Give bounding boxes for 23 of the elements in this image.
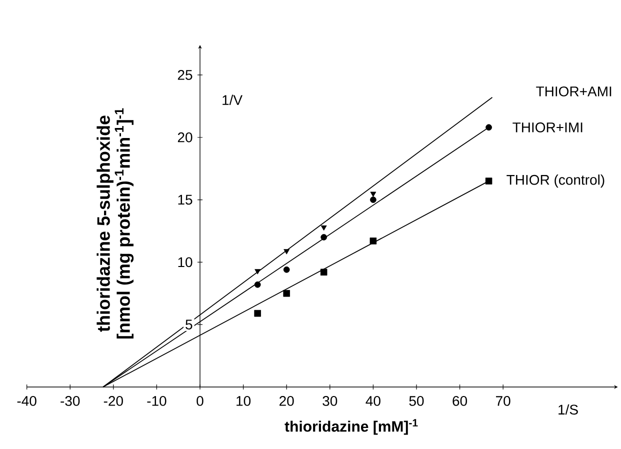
x-tick-label: 70 — [496, 396, 510, 406]
x-tick-label: -30 — [60, 396, 80, 406]
x-tick-label: 0 — [196, 396, 204, 406]
x-tick-label: -20 — [104, 396, 123, 406]
annotation: 1/V — [222, 94, 242, 106]
x-tick-label: 40 — [366, 396, 380, 406]
text: 1/S — [558, 404, 578, 415]
x-tick-label: 20 — [280, 396, 294, 406]
x-tick-label: 10 — [236, 396, 251, 406]
y-tick-label: 15 — [178, 194, 192, 205]
series-label: THIOR (control) — [506, 174, 604, 188]
x-axis-title: thioridazine [mM]$^{-1}$ — [284, 419, 418, 435]
y-tick-label: 25 — [178, 70, 192, 80]
y-tick-label: 20 — [178, 132, 192, 142]
x-tick-label: 50 — [409, 396, 424, 406]
y-tick-label: 10 — [178, 257, 192, 268]
y-tick-label: 5 — [186, 320, 192, 330]
text: THIOR+AMI — [536, 86, 612, 96]
x-tick-label: 60 — [452, 396, 468, 406]
x-tick-label: -40 — [17, 396, 36, 406]
series-label: THIOR+IMI — [512, 122, 582, 132]
x-tick-label: 30 — [322, 396, 338, 406]
x-tick-label: -10 — [147, 396, 166, 406]
